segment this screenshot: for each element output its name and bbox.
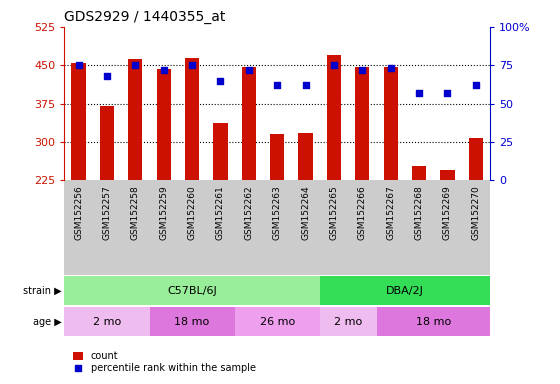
Bar	[213, 122, 227, 180]
Bar	[412, 166, 426, 180]
Point	[216, 78, 225, 84]
Point	[159, 67, 168, 73]
Point	[188, 62, 197, 68]
Bar	[327, 55, 341, 180]
Text: GSM152269: GSM152269	[443, 185, 452, 240]
Bar	[100, 106, 114, 180]
Point	[273, 82, 282, 88]
Point	[102, 73, 111, 79]
Bar	[157, 70, 171, 180]
Text: GSM152261: GSM152261	[216, 185, 225, 240]
Bar	[298, 133, 312, 180]
Point	[74, 62, 83, 68]
Point	[329, 62, 338, 68]
Text: 2 mo: 2 mo	[334, 316, 362, 327]
Bar	[320, 307, 376, 336]
Text: 26 mo: 26 mo	[260, 316, 295, 327]
Legend: count, percentile rank within the sample: count, percentile rank within the sample	[69, 348, 259, 377]
Point	[443, 90, 452, 96]
Bar	[185, 58, 199, 180]
Text: GSM152257: GSM152257	[102, 185, 111, 240]
Bar	[355, 67, 370, 180]
Bar	[440, 170, 455, 180]
Bar	[242, 67, 256, 180]
Bar	[235, 307, 320, 336]
Point	[386, 65, 395, 71]
Text: GSM152256: GSM152256	[74, 185, 83, 240]
Bar	[64, 276, 320, 305]
Text: GSM152260: GSM152260	[188, 185, 197, 240]
Text: strain ▶: strain ▶	[23, 286, 62, 296]
Text: GSM152264: GSM152264	[301, 185, 310, 240]
Text: GSM152266: GSM152266	[358, 185, 367, 240]
Text: GSM152270: GSM152270	[472, 185, 480, 240]
Point	[131, 62, 140, 68]
Text: C57BL/6J: C57BL/6J	[167, 286, 217, 296]
Text: GSM152265: GSM152265	[329, 185, 338, 240]
Point	[301, 82, 310, 88]
Text: 2 mo: 2 mo	[93, 316, 121, 327]
Point	[244, 67, 253, 73]
Text: GSM152259: GSM152259	[159, 185, 168, 240]
Bar	[128, 59, 142, 180]
Bar	[150, 307, 235, 336]
Text: 18 mo: 18 mo	[175, 316, 209, 327]
Text: GDS2929 / 1440355_at: GDS2929 / 1440355_at	[64, 10, 226, 25]
Point	[472, 82, 480, 88]
Text: GSM152268: GSM152268	[414, 185, 423, 240]
Text: GSM152263: GSM152263	[273, 185, 282, 240]
Text: GSM152258: GSM152258	[131, 185, 140, 240]
Text: GSM152262: GSM152262	[244, 185, 253, 240]
Bar	[320, 276, 490, 305]
Bar	[376, 307, 490, 336]
Bar	[384, 67, 398, 180]
Text: 18 mo: 18 mo	[416, 316, 451, 327]
Point	[414, 90, 423, 96]
Point	[358, 67, 367, 73]
Text: DBA/2J: DBA/2J	[386, 286, 424, 296]
Bar	[469, 138, 483, 180]
Bar	[64, 307, 150, 336]
Bar	[72, 63, 86, 180]
Bar	[270, 134, 284, 180]
Text: age ▶: age ▶	[33, 316, 62, 327]
Text: GSM152267: GSM152267	[386, 185, 395, 240]
